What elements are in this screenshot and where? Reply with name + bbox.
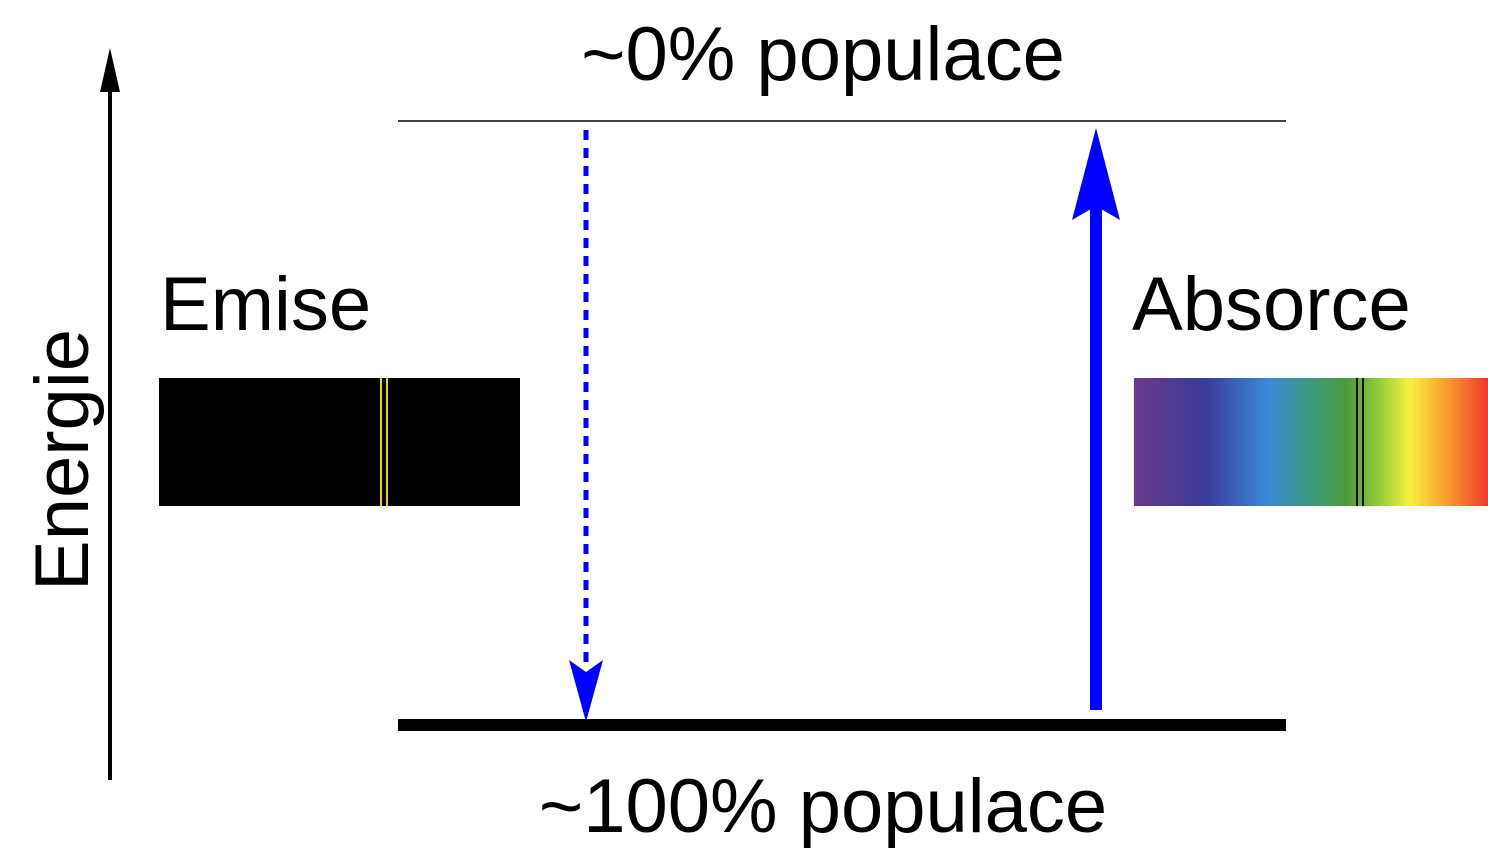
axis-arrowhead xyxy=(100,48,120,92)
axis-label: Energie xyxy=(20,329,105,591)
emission-spectrum xyxy=(159,378,520,506)
emission-arrowhead xyxy=(569,660,603,722)
absorption-label: Absorce xyxy=(1132,262,1411,347)
diagram: Energie ~0% populace ~100% populace Emis… xyxy=(0,0,1488,853)
emission-label: Emise xyxy=(160,262,371,347)
upper-level-label: ~0% populace xyxy=(581,12,1065,97)
lower-level-label: ~100% populace xyxy=(539,764,1107,849)
absorption-spectrum xyxy=(1134,378,1488,506)
